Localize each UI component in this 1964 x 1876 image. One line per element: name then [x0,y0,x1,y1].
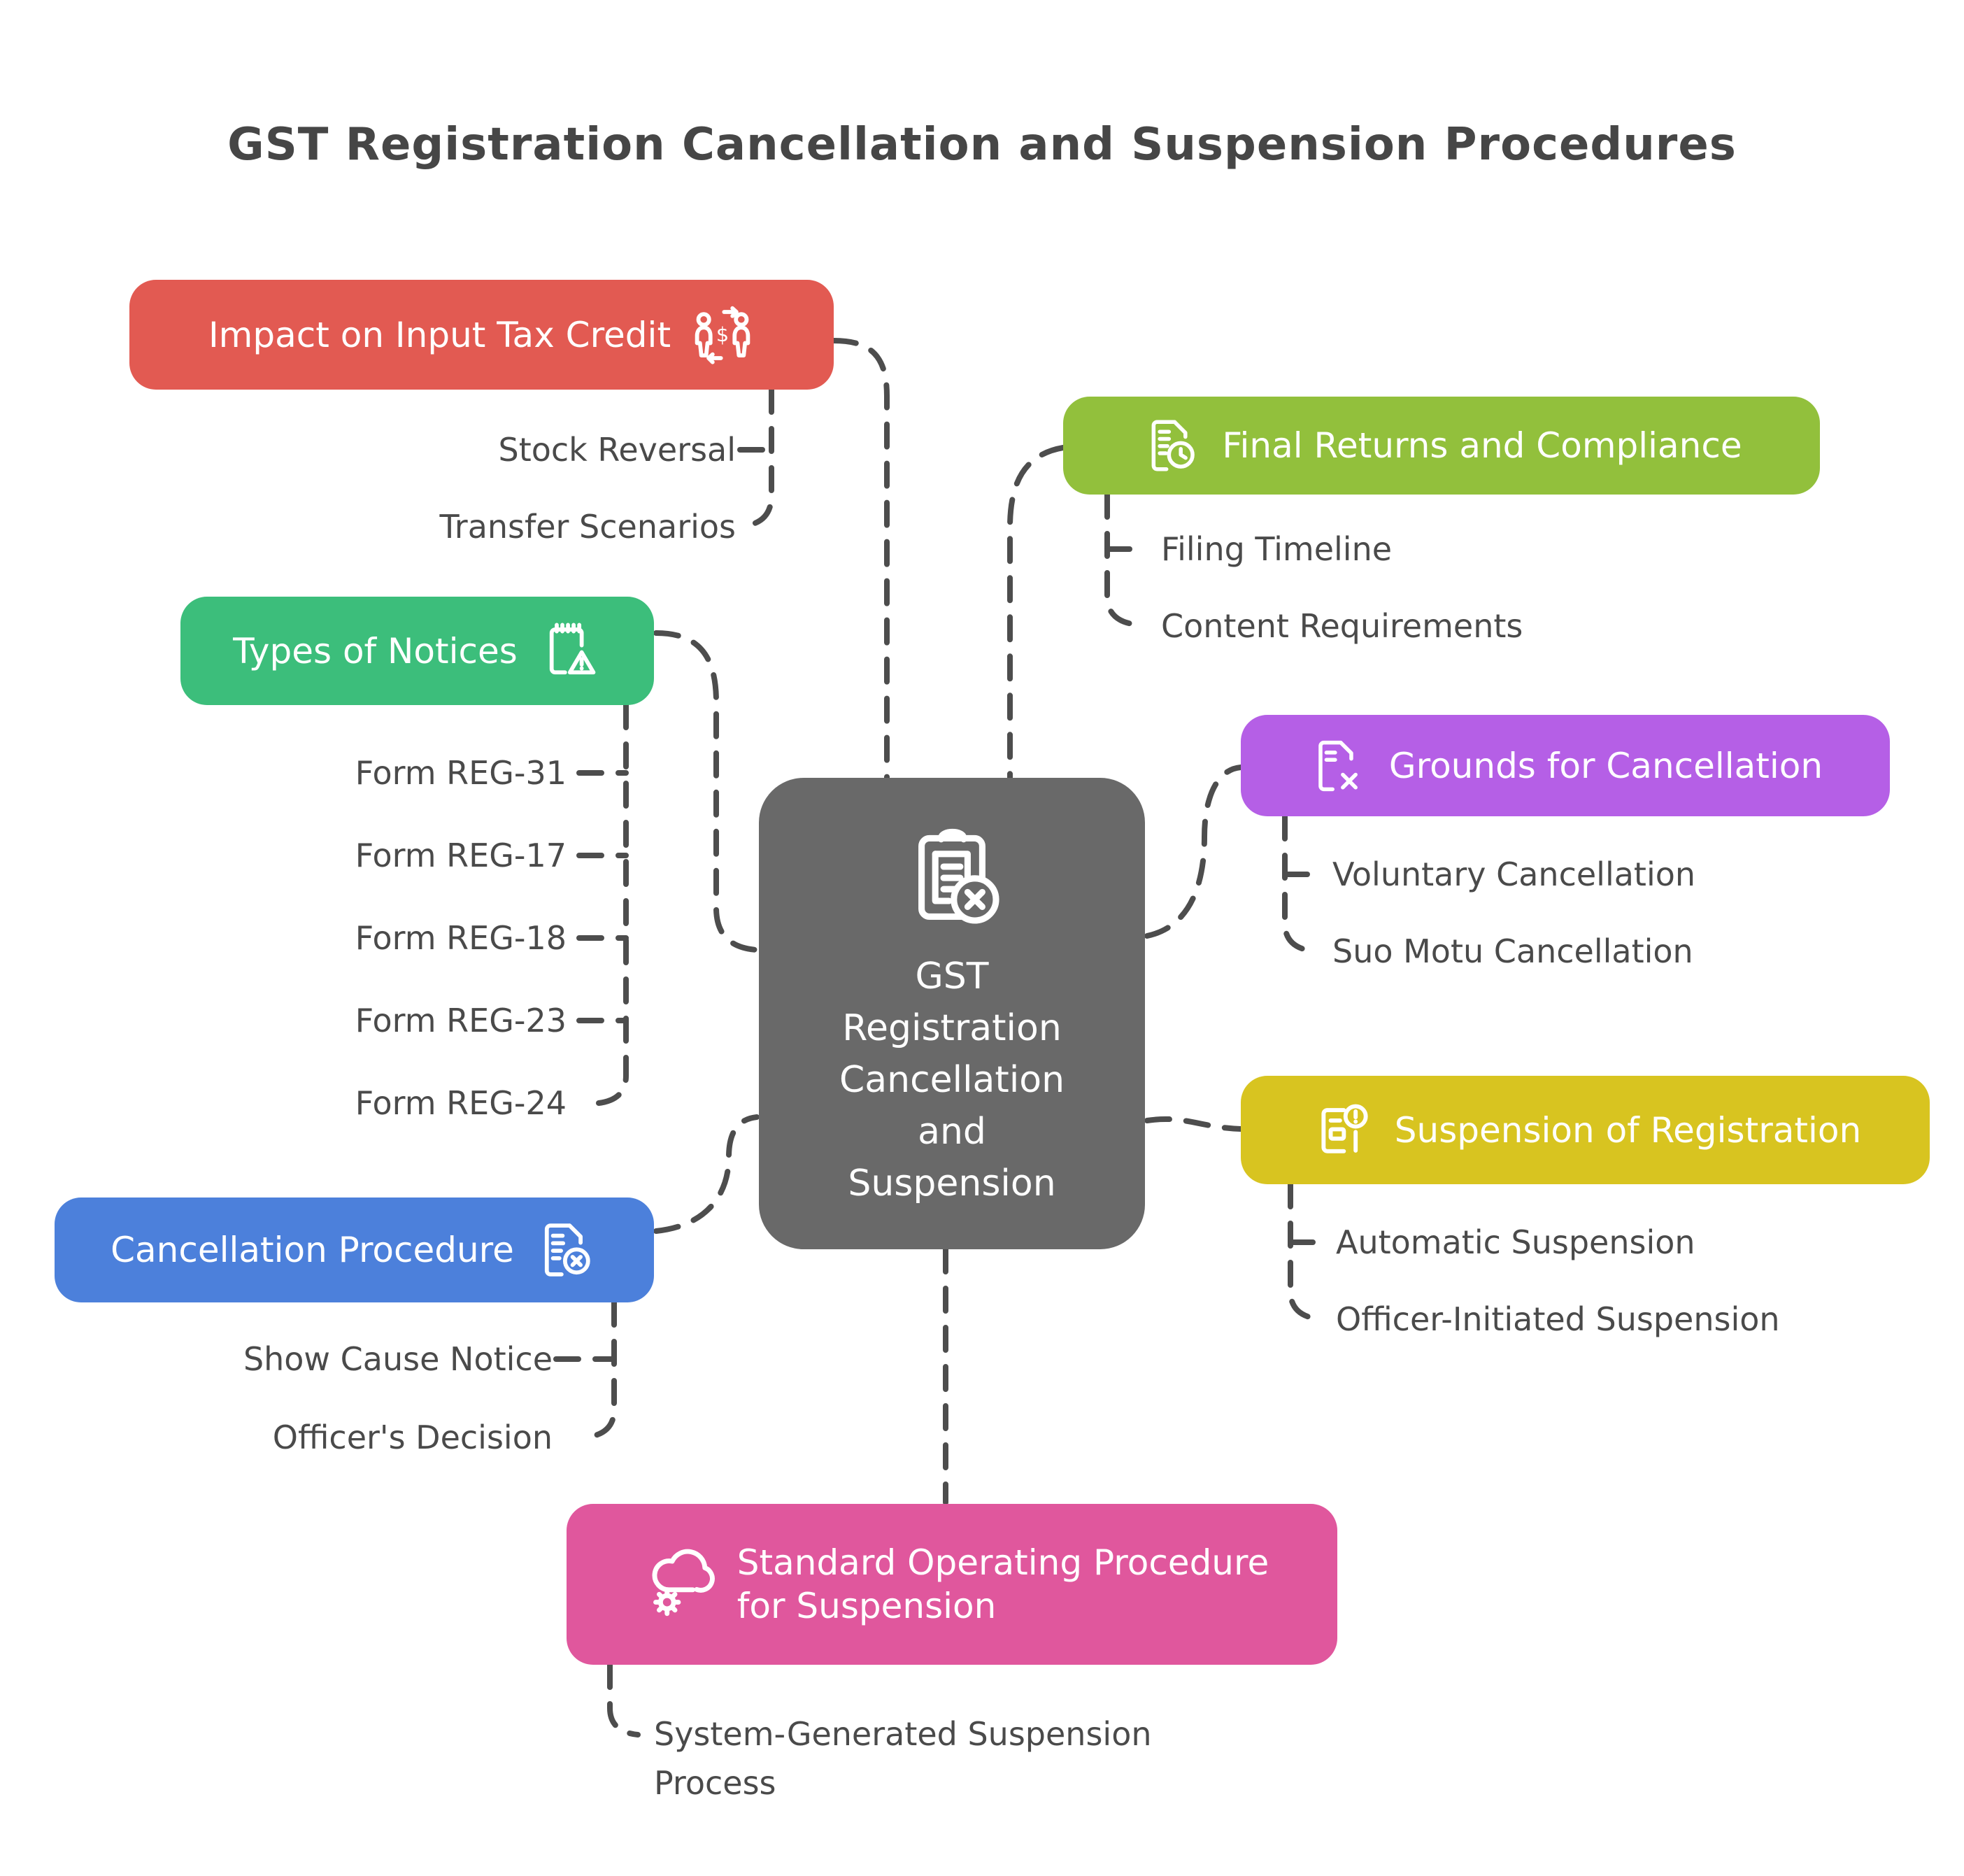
document-x-icon [1308,735,1369,797]
branch-label: Final Returns and Compliance [1222,425,1742,466]
connector-final-returns-trunk [1104,492,1140,627]
child-label-automatic-suspension: Automatic Suspension [1336,1223,1695,1261]
svg-text:$: $ [716,322,729,346]
document-alert-icon [1309,1097,1375,1163]
child-label-stock-reversal: Stock Reversal [498,431,736,469]
child-label-show-cause-notice: Show Cause Notice [243,1340,553,1378]
child-label-content-requirements: Content Requirements [1161,607,1523,645]
connector-grounds-trunk [1282,813,1318,954]
child-label-form-reg-24: Form REG-24 [355,1084,567,1122]
connector-impact-trunk [740,387,774,529]
branch-node-cancellation-procedure: Cancellation Procedure [55,1198,654,1302]
clipboard-x-icon [893,818,1011,935]
child-label-form-reg-31: Form REG-31 [355,754,567,792]
connector-suspension-trunk [1288,1181,1323,1322]
connector-center-to-grounds [1144,765,1244,939]
branch-label: Suspension of Registration [1394,1109,1862,1151]
child-label-officer-initiated-suspension: Officer-Initiated Suspension [1336,1300,1780,1338]
center-node: GST Registration Cancellation and Suspen… [759,778,1145,1249]
branch-label: Cancellation Procedure [111,1230,514,1270]
child-label-transfer-scenarios: Transfer Scenarios [439,508,736,546]
branch-label: Standard Operating Procedure for Suspens… [736,1542,1269,1626]
connector-types-of-notices-trunk [596,702,629,1106]
child-label-system-generated-suspension-process: System-Generated Suspension Process [654,1715,1152,1802]
child-label-form-reg-23: Form REG-23 [355,1002,567,1039]
branch-node-grounds-for-cancellation: Grounds for Cancellation [1241,715,1890,816]
document-clock-icon [1141,415,1202,476]
branch-label: Grounds for Cancellation [1388,745,1823,786]
branch-node-types-of-notices: Types of Notices [180,597,654,705]
branch-node-final-returns-and-compliance: Final Returns and Compliance [1063,397,1820,495]
people-money-transfer-icon: $ [690,303,755,367]
child-label-voluntary-cancellation: Voluntary Cancellation [1332,855,1696,893]
diagram-title: GST Registration Cancellation and Suspen… [227,119,1737,171]
child-label-form-reg-18: Form REG-18 [355,919,567,957]
child-label-officers-decision: Officer's Decision [272,1419,553,1456]
document-cancel-icon [534,1218,598,1282]
cloud-gear-icon [635,1543,718,1626]
child-label-suo-motu-cancellation: Suo Motu Cancellation [1332,932,1693,970]
connector-center-to-cancellation-procedure [653,1114,760,1234]
connector-center-to-final-returns [1007,445,1066,781]
child-label-filing-timeline: Filing Timeline [1161,530,1393,568]
connector-center-to-impact [831,338,890,781]
center-node-label: GST Registration Cancellation and Suspen… [839,955,1065,1205]
branch-node-suspension-of-registration: Suspension of Registration [1241,1076,1930,1184]
branch-label: Types of Notices [233,630,518,671]
connector-center-to-types-of-notices [653,630,760,953]
branch-node-impact-on-input-tax-credit: Impact on Input Tax Credit $ [129,280,834,390]
connector-center-to-suspension [1144,1116,1244,1132]
connector-cancellation-procedure-trunk [582,1300,617,1440]
branch-node-sop-for-suspension: Standard Operating Procedure for Suspens… [567,1504,1337,1665]
child-label-form-reg-17: Form REG-17 [355,837,567,874]
connector-group [553,338,1328,1738]
branch-label: Impact on Input Tax Credit [208,314,671,355]
connector-sop-trunk [607,1662,641,1738]
notepad-warning-icon [537,619,602,683]
